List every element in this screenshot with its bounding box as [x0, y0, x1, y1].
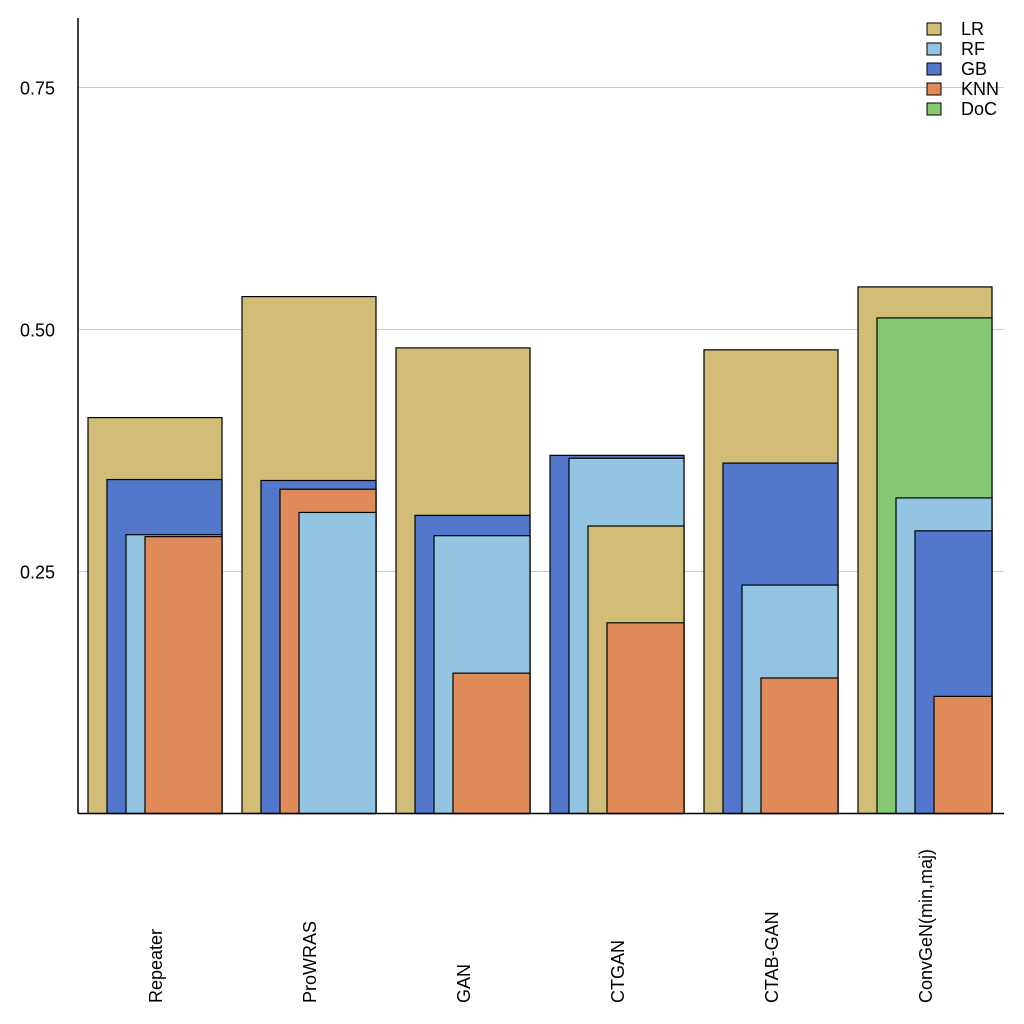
- bar-knn: [760, 677, 839, 815]
- x-tick-label: GAN: [454, 964, 474, 1003]
- legend-label: GB: [961, 59, 987, 79]
- bar-group-prowras: [241, 295, 377, 815]
- x-tick-label: Repeater: [146, 929, 166, 1003]
- legend-label: KNN: [961, 79, 999, 99]
- bar-knn: [933, 695, 993, 815]
- x-tick-label: CTAB-GAN: [762, 911, 782, 1003]
- bar-knn: [606, 622, 685, 815]
- x-tick-label: ProWRAS: [300, 921, 320, 1003]
- legend-item-knn: KNN: [926, 79, 999, 99]
- legend-item-lr: LR: [926, 19, 984, 39]
- bar-group-convgen-min-maj-: [857, 286, 993, 815]
- legend-swatch: [926, 102, 942, 116]
- bar-group-repeater: [87, 416, 223, 815]
- legend-swatch: [926, 62, 942, 76]
- bar-group-ctgan: [549, 454, 685, 815]
- bar-group-gan: [395, 347, 531, 815]
- y-tick-label: 0.75: [20, 79, 55, 99]
- legend-item-rf: RF: [926, 39, 985, 59]
- y-tick-label: 0.25: [20, 563, 55, 583]
- legend-swatch: [926, 22, 942, 36]
- legend-label: DoC: [961, 99, 997, 119]
- bar-group-ctab-gan: [703, 349, 839, 815]
- x-tick-label: CTGAN: [608, 940, 628, 1003]
- legend-label: LR: [961, 19, 984, 39]
- bar-knn: [452, 672, 531, 815]
- legend-swatch: [926, 42, 942, 56]
- bar-knn: [144, 536, 223, 815]
- legend-item-doc: DoC: [926, 99, 997, 119]
- x-tick-label: ConvGeN(min,maj): [916, 849, 936, 1003]
- legend-swatch: [926, 82, 942, 96]
- bar-rf: [298, 511, 377, 815]
- legend-item-gb: GB: [926, 59, 987, 79]
- legend-label: RF: [961, 39, 985, 59]
- y-tick-label: 0.50: [20, 321, 55, 341]
